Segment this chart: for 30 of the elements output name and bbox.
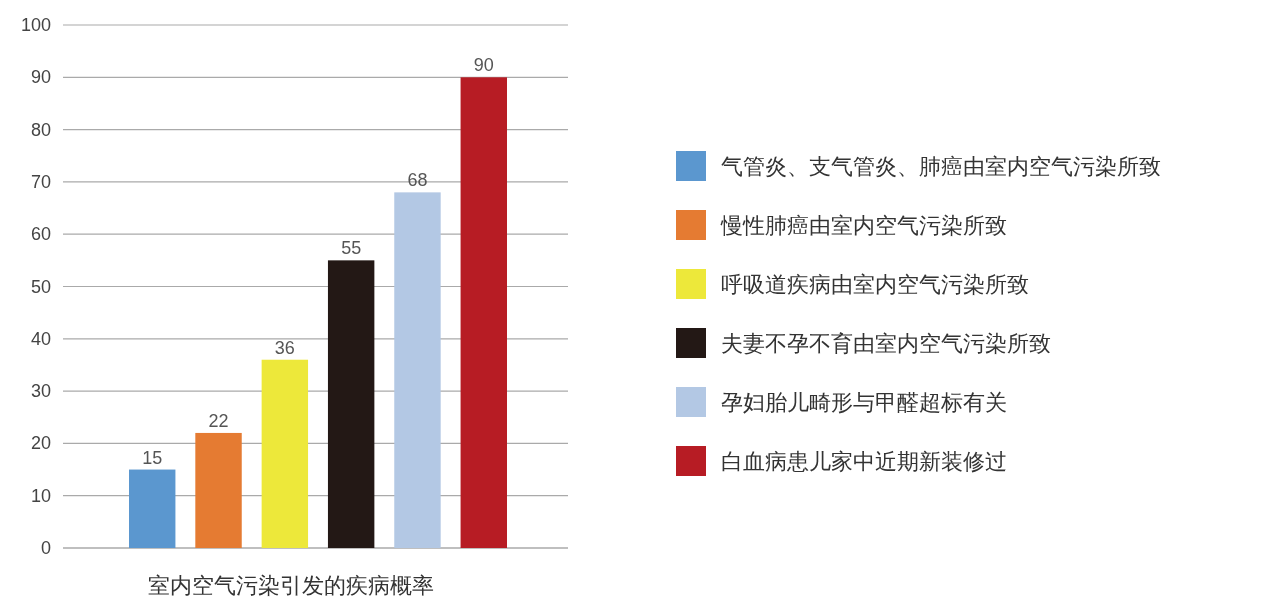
y-tick-label: 60 xyxy=(30,224,51,245)
y-tick-label: 50 xyxy=(30,276,51,297)
bar xyxy=(195,432,242,548)
bar xyxy=(129,469,176,548)
data-label: 36 xyxy=(274,337,295,358)
bar xyxy=(261,359,309,548)
y-tick-label: 70 xyxy=(30,171,51,192)
data-label: 68 xyxy=(407,170,428,191)
x-axis-title: 室内空气污染引发的疾病概率 xyxy=(147,573,434,598)
y-tick-label: 80 xyxy=(30,119,51,140)
legend-label: 孕妇胎儿畸形与甲醛超标有关 xyxy=(721,390,1007,415)
y-tick-label: 30 xyxy=(30,381,51,402)
data-label: 90 xyxy=(473,55,494,76)
y-tick-label: 20 xyxy=(30,433,51,454)
y-tick-label: 40 xyxy=(30,328,51,349)
data-label: 15 xyxy=(142,447,163,468)
bar xyxy=(394,192,441,548)
data-label: 55 xyxy=(341,238,362,259)
y-tick-label: 100 xyxy=(20,15,51,35)
y-tick-label: 10 xyxy=(30,485,51,506)
y-tick-label: 0 xyxy=(40,538,51,558)
bar xyxy=(327,260,375,548)
data-label: 22 xyxy=(208,410,229,431)
bar xyxy=(460,77,507,548)
y-tick-label: 90 xyxy=(30,67,51,88)
legend-label: 白血病患儿家中近期新装修过 xyxy=(721,449,1007,474)
legend-label: 呼吸道疾病由室内空气污染所致 xyxy=(721,272,1029,297)
legend-label: 气管炎、支气管炎、肺癌由室内空气污染所致 xyxy=(721,154,1161,179)
legend-label: 夫妻不孕不育由室内空气污染所致 xyxy=(721,331,1051,356)
legend-label: 慢性肺癌由室内空气污染所致 xyxy=(720,213,1007,238)
